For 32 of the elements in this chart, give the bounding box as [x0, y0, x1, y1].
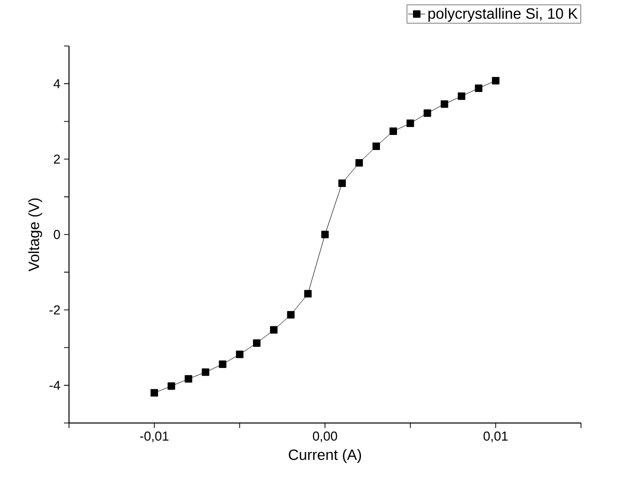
- y-tick-label: 4: [54, 79, 60, 88]
- point: [236, 350, 244, 358]
- point: [168, 382, 176, 390]
- y-tick-label: 0: [54, 230, 60, 240]
- point: [270, 326, 278, 334]
- point: [355, 159, 363, 167]
- point: [492, 76, 500, 84]
- legend-label: polycrystalline Si, 10 K: [428, 8, 578, 22]
- point: [202, 368, 210, 376]
- point: [440, 100, 448, 108]
- x-tick-label: -0,01: [140, 432, 168, 442]
- y-axis-title: Voltage (V): [28, 198, 42, 272]
- point: [474, 84, 482, 92]
- point: [150, 389, 158, 397]
- x-tick-label: 0,00: [312, 432, 338, 442]
- point: [338, 179, 346, 187]
- point: [424, 109, 432, 117]
- x-axis-title: Current (A): [288, 449, 362, 463]
- point: [390, 127, 398, 135]
- point: [304, 290, 312, 298]
- x-tick-label: 0,01: [484, 432, 508, 442]
- point: [287, 311, 295, 319]
- point: [458, 92, 466, 100]
- point: [372, 142, 380, 150]
- y-tick-label: 2: [54, 154, 60, 164]
- point: [218, 360, 226, 368]
- point: [252, 339, 260, 347]
- point: [184, 375, 192, 383]
- point: [406, 120, 414, 128]
- y-tick-label: -4: [50, 380, 60, 390]
- point: [321, 230, 329, 238]
- y-tick-label: -2: [50, 305, 60, 314]
